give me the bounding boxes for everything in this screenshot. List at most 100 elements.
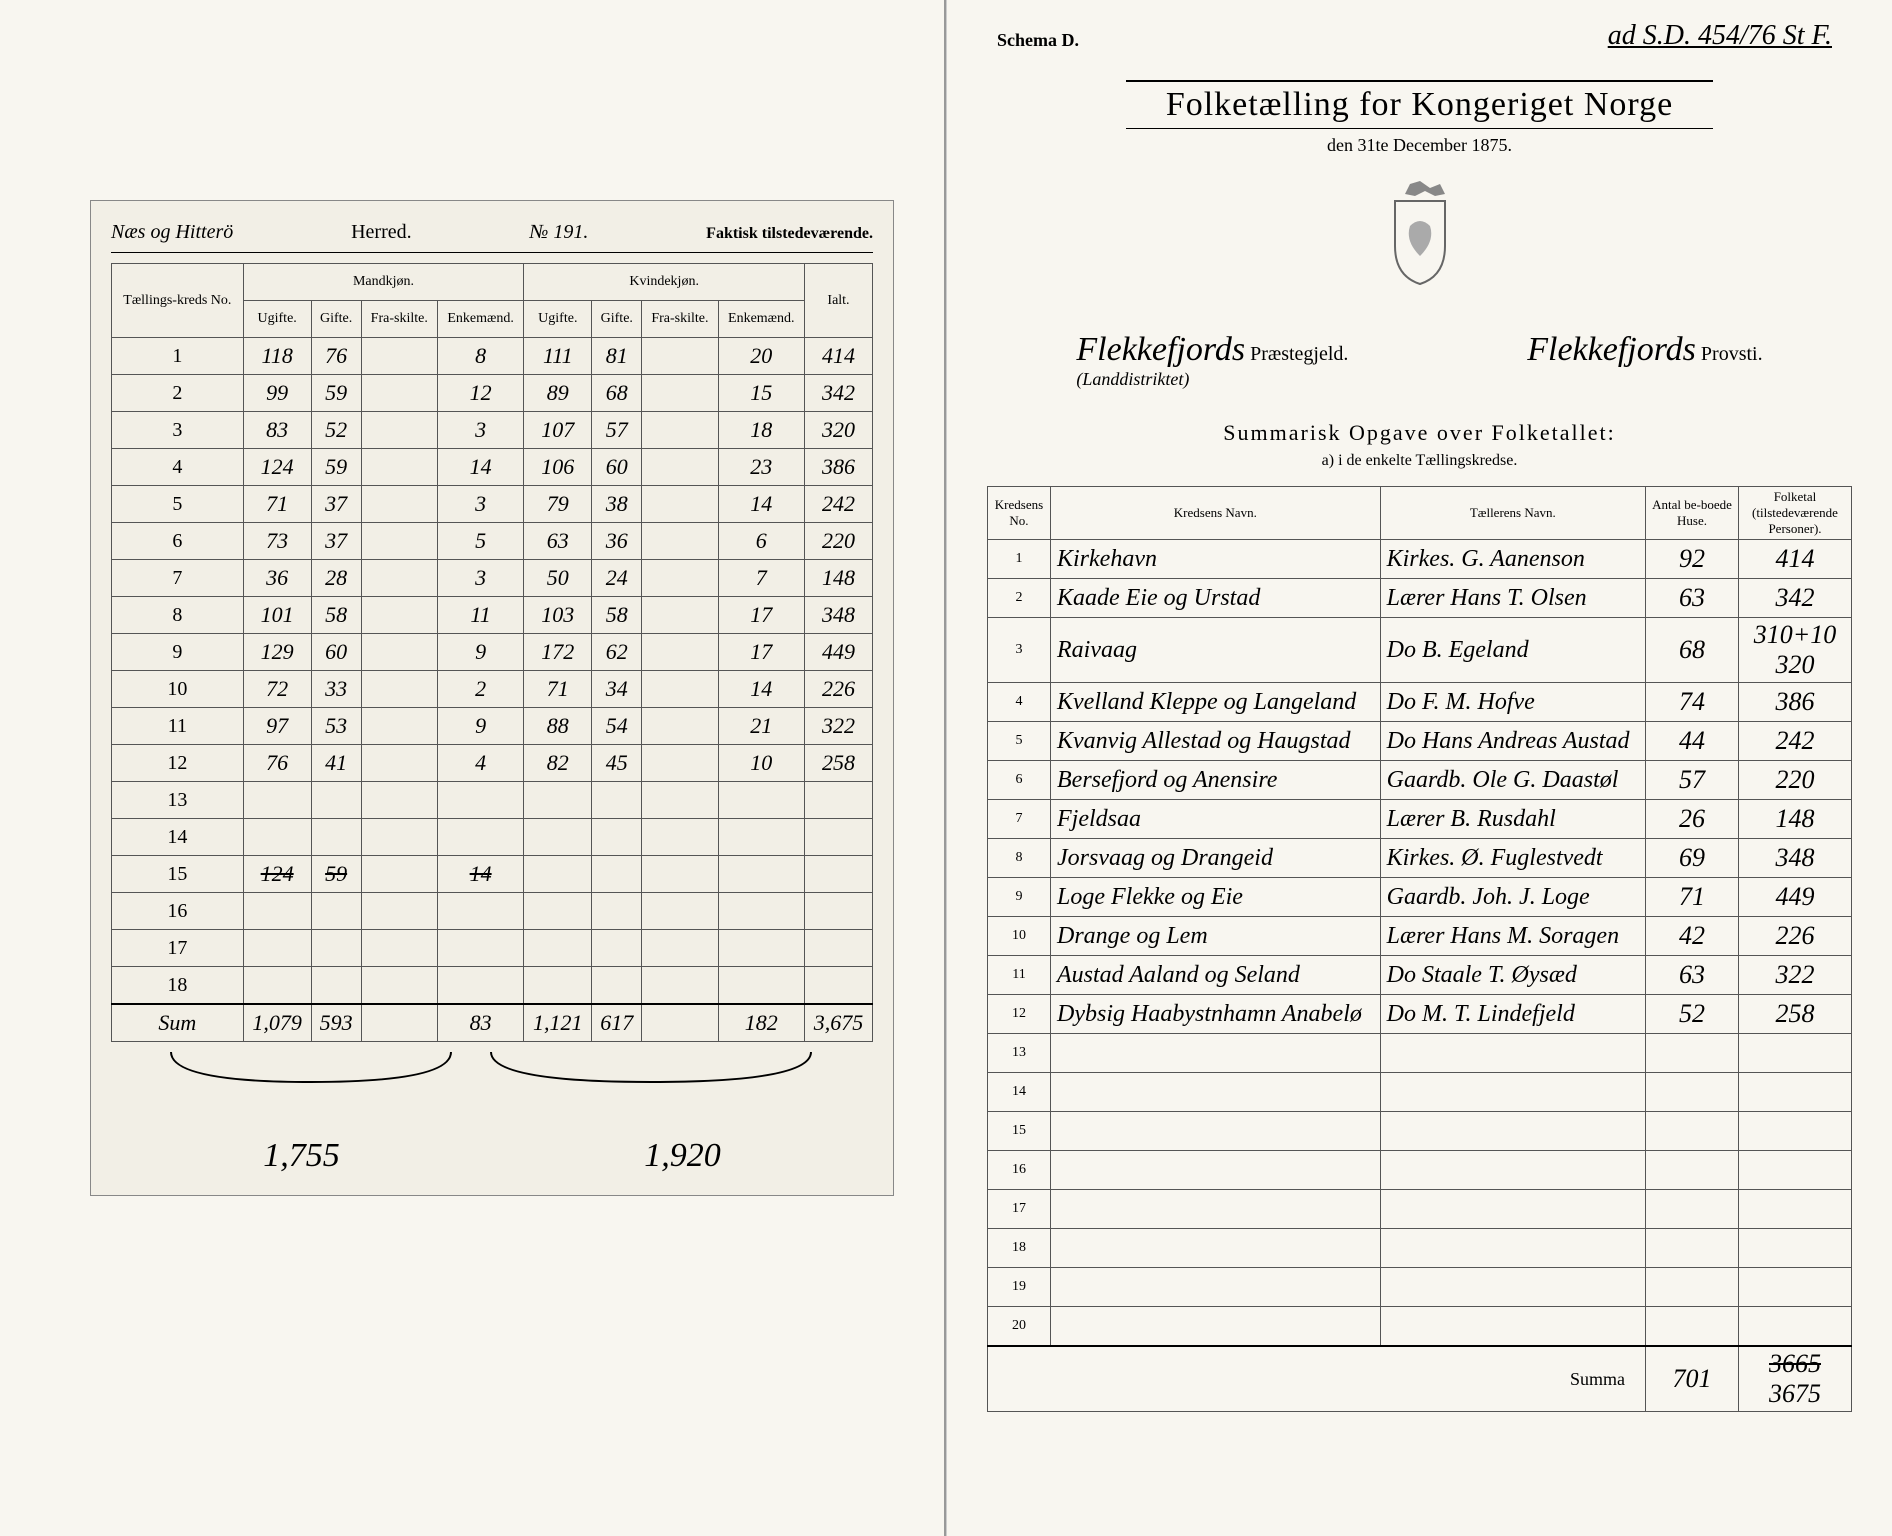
cell-navn [1051,1112,1381,1151]
col-k-enke: Enkemænd. [718,301,804,338]
cell-mg [311,930,361,967]
cell-taeller [1380,1307,1645,1347]
cell-kf [642,967,718,1005]
cell-ialt: 449 [804,634,872,671]
page-left: Næs og Hitterö Herred. № 191. Faktisk ti… [0,0,946,1536]
row-no: 14 [988,1073,1051,1112]
cell-huse [1646,1112,1739,1151]
cell-mf [361,486,437,523]
cell-mf [361,856,437,893]
cell-ku [524,930,592,967]
cell-kg [592,819,642,856]
cell-navn: Kvanvig Allestad og Haugstad [1051,722,1381,761]
cell-mg: 76 [311,338,361,375]
cell-kf [642,819,718,856]
cell-kg: 62 [592,634,642,671]
col-k-ugifte: Ugifte. [524,301,592,338]
cell-ialt: 226 [804,671,872,708]
cell-tal: 226 [1739,917,1852,956]
cell-mu: 73 [243,523,311,560]
table-row: 2995912896815342 [112,375,873,412]
cell-navn [1051,1151,1381,1190]
cell-ke [718,967,804,1005]
locality-row: Flekkefjords Præstegjeld. (Landdistrikte… [987,331,1852,390]
row-no: 1 [988,540,1051,579]
cell-mg: 37 [311,523,361,560]
cell-ialt: 220 [804,523,872,560]
cell-ku: 103 [524,597,592,634]
cell-navn: Raivaag [1051,618,1381,683]
row-no: 11 [112,708,244,745]
cell-mg: 59 [311,856,361,893]
cell-huse: 44 [1646,722,1739,761]
cell-ke: 17 [718,634,804,671]
table-row: 6Bersefjord og AnensireGaardb. Ole G. Da… [988,761,1852,800]
table-row: 9Loge Flekke og EieGaardb. Joh. J. Loge7… [988,878,1852,917]
cell-kg: 57 [592,412,642,449]
cell-navn [1051,1073,1381,1112]
cell-kf [642,856,718,893]
cell-kg: 45 [592,745,642,782]
cell-mf [361,708,437,745]
cell-mu [243,930,311,967]
summa-tal-corr: 3675 [1769,1379,1821,1408]
cell-mu: 97 [243,708,311,745]
cell-taeller [1380,1151,1645,1190]
table-row: 15 [988,1112,1852,1151]
cell-ku [524,967,592,1005]
sum-me: 83 [437,1004,523,1042]
sum-mf [361,1004,437,1042]
row-no: 9 [112,634,244,671]
summa-row: Summa 701 3665 3675 [988,1346,1852,1412]
cell-mf [361,338,437,375]
cell-me: 2 [437,671,523,708]
row-no: 19 [988,1268,1051,1307]
row-no: 8 [988,839,1051,878]
cell-me: 14 [437,856,523,893]
cell-tal: 414 [1739,540,1852,579]
rcol-taeller: Tællerens Navn. [1380,487,1645,540]
header-right: Faktisk tilstedeværende. [706,225,873,243]
cell-navn [1051,1307,1381,1347]
cell-ke: 14 [718,486,804,523]
cell-ku [524,856,592,893]
sum-kg: 617 [592,1004,642,1042]
cell-mu [243,893,311,930]
cell-mf [361,967,437,1005]
cell-ke [718,893,804,930]
cell-kf [642,930,718,967]
cell-mf [361,893,437,930]
cell-ku: 63 [524,523,592,560]
cell-kf [642,634,718,671]
table-row: 73628350247148 [112,560,873,597]
cell-huse: 63 [1646,956,1739,995]
cell-kf [642,597,718,634]
cell-ke: 23 [718,449,804,486]
sum-mg: 593 [311,1004,361,1042]
table-row: 810158111035817348 [112,597,873,634]
cell-huse: 68 [1646,618,1739,683]
summa-label: Summa [988,1346,1646,1412]
cell-tal: 310+10 320 [1739,618,1852,683]
cell-me: 3 [437,486,523,523]
row-no: 9 [988,878,1051,917]
header-place: Næs og Hitterö [111,221,233,244]
rcol-folketal: Folketal (tilstedeværende Personer). [1739,487,1852,540]
cell-huse [1646,1034,1739,1073]
table-row: 1KirkehavnKirkes. G. Aanenson92414 [988,540,1852,579]
col-m-enke: Enkemænd. [437,301,523,338]
row-no: 4 [988,683,1051,722]
cell-ke: 14 [718,671,804,708]
row-no: 6 [112,523,244,560]
cell-mg: 37 [311,486,361,523]
provsti-block: Flekkefjords Provsti. [1527,331,1762,369]
row-no: 2 [112,375,244,412]
cell-mg: 41 [311,745,361,782]
table-row: 91296091726217449 [112,634,873,671]
cell-kg: 54 [592,708,642,745]
cell-mf [361,745,437,782]
summa-huse: 701 [1646,1346,1739,1412]
sum-ialt: 3,675 [804,1004,872,1042]
cell-mf [361,449,437,486]
cell-me [437,819,523,856]
